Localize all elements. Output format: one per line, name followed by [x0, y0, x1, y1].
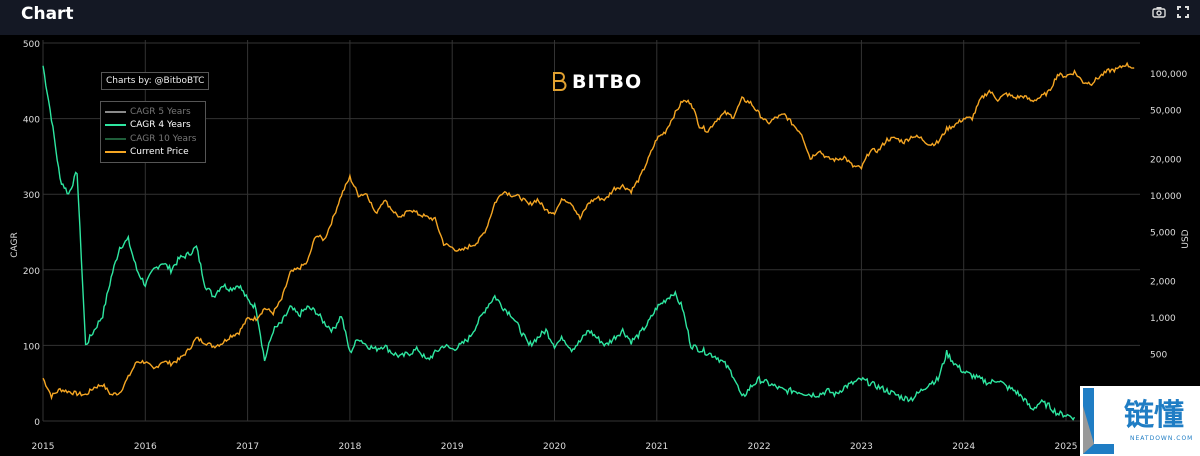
bitbo-logo-icon	[553, 72, 567, 91]
legend-item[interactable]: Current Price	[105, 146, 201, 160]
x-tick-label: 2018	[338, 442, 361, 452]
x-tick-label: 2023	[850, 442, 873, 452]
y2-tick-label: 1,000	[1150, 314, 1176, 324]
legend-item[interactable]: CAGR 10 Years	[105, 132, 201, 146]
watermark-sub: NEATDOWN.COM	[1130, 435, 1194, 442]
y2-tick-label: 2,000	[1150, 277, 1176, 287]
x-tick-label: 2021	[645, 442, 668, 452]
cagr-chart: 0 100 200 300 400 500 2015 2016 2017 2018 2019 2020…	[10, 40, 1191, 452]
legend-label: CAGR 10 Years	[130, 133, 197, 144]
bitbo-logo-text: BITBO	[572, 71, 643, 93]
legend-label: Current Price	[130, 147, 189, 158]
x-tick-label: 2016	[134, 442, 157, 452]
x-tick-label: 2024	[952, 442, 975, 452]
x-tick-label: 2017	[236, 442, 259, 452]
legend-swatch	[105, 110, 126, 113]
legend-label: CAGR 4 Years	[130, 120, 191, 131]
y-tick-label: 100	[23, 342, 40, 352]
y-tick-label: 200	[23, 267, 40, 277]
x-tick-label: 2025	[1055, 442, 1078, 452]
watermark-main: 链懂	[1124, 398, 1184, 433]
legend-item[interactable]: CAGR 5 Years	[105, 105, 201, 119]
series-line-current-price	[42, 61, 1135, 401]
y-tick-label: 400	[23, 116, 40, 126]
y2-axis-title: USD	[1181, 229, 1191, 248]
y-axis-title: CAGR	[10, 232, 20, 258]
neatdown-watermark: 链懂 NEATDOWN.COM	[1080, 386, 1200, 456]
x-tick-label: 2020	[543, 442, 566, 452]
y-tick-label: 300	[23, 191, 40, 201]
legend-swatch	[105, 151, 126, 154]
series-line-cagr-4-years	[42, 65, 1076, 421]
x-tick-label: 2015	[32, 442, 55, 452]
y2-tick-label: 100,000	[1150, 70, 1187, 80]
page-title: Chart	[21, 4, 74, 24]
legend-swatch	[105, 137, 126, 140]
legend-item[interactable]: CAGR 4 Years	[105, 119, 201, 133]
y-tick-label: 500	[23, 40, 40, 50]
bitbo-logo: BITBO	[551, 71, 642, 93]
y2-tick-label: 20,000	[1150, 155, 1182, 165]
x-tick-label: 2019	[441, 442, 464, 452]
y2-tick-label: 10,000	[1150, 192, 1182, 202]
camera-icon[interactable]	[1150, 6, 1168, 24]
chart-header: Chart	[0, 0, 1200, 35]
legend: CAGR 5 Years CAGR 4 Years CAGR 10 Years Cur…	[100, 101, 206, 163]
legend-swatch	[105, 124, 126, 127]
legend-label: CAGR 5 Years	[130, 106, 191, 117]
x-tick-label: 2022	[748, 442, 771, 452]
y2-tick-label: 50,000	[1150, 107, 1182, 117]
y-tick-label: 0	[34, 418, 40, 428]
y2-tick-label: 500	[1150, 351, 1167, 361]
y2-tick-label: 5,000	[1150, 229, 1176, 239]
fullscreen-icon[interactable]	[1174, 6, 1192, 24]
chart-credit: Charts by: @BitboBTC	[101, 72, 210, 90]
